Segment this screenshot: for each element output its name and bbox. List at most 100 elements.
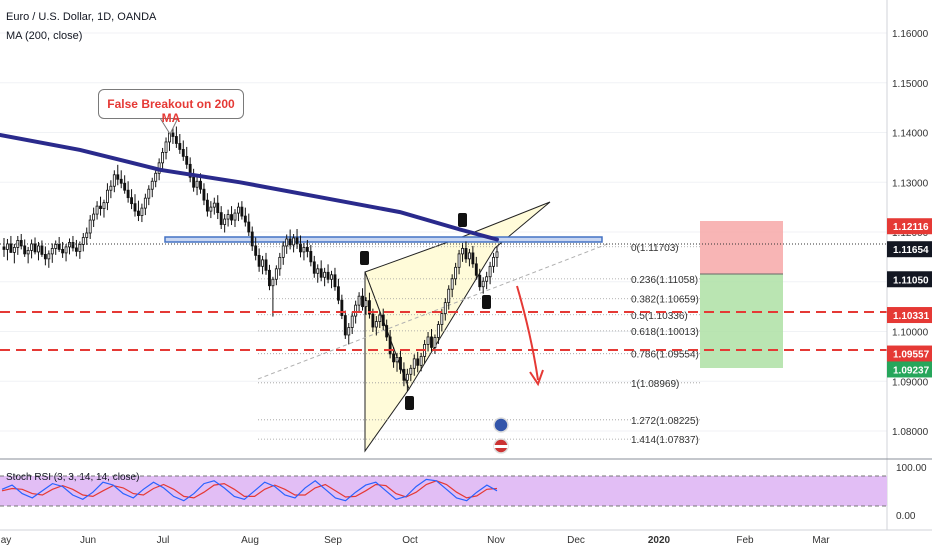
- candle-body: [295, 237, 299, 245]
- fibonacci-retracement: 0(1.11703) 0.236(1.11058) 0.382(1.10659) 0.…: [258, 243, 700, 446]
- rsi-axis: 100.00 0.00: [896, 463, 927, 522]
- candle-body: [109, 185, 113, 191]
- candle-body: [147, 188, 151, 199]
- fib-label: 0.236(1.11058): [631, 275, 698, 286]
- candle-body: [485, 276, 489, 282]
- candle-body: [126, 189, 130, 199]
- price-tag: [887, 345, 932, 362]
- candle-body: [302, 247, 306, 253]
- candle-body: [95, 205, 99, 215]
- candle-body: [19, 240, 23, 247]
- candle-body: [43, 253, 47, 260]
- price-tag-label: 1.09557: [893, 350, 930, 361]
- candle-body: [68, 242, 71, 248]
- fib-label: 0.618(1.10013): [631, 327, 699, 338]
- candle-body: [323, 271, 327, 278]
- candle-body: [488, 265, 492, 278]
- candle-body: [292, 237, 296, 246]
- candle-body: [178, 143, 182, 150]
- fib-label: 1.272(1.08225): [631, 416, 699, 427]
- time-tick-label: Feb: [736, 535, 754, 546]
- candle-body: [261, 259, 265, 267]
- price-tag-label: 1.11050: [893, 275, 929, 286]
- candle-body: [343, 315, 347, 336]
- candle-body: [381, 314, 385, 326]
- candle-body: [278, 256, 282, 270]
- candle-body: [330, 274, 333, 280]
- time-tick-label: Oct: [402, 535, 418, 546]
- fib-label: 0(1.11703): [631, 243, 679, 254]
- candle-body: [188, 163, 192, 178]
- price-tick-label: 1.09000: [892, 377, 929, 388]
- candle-body: [92, 213, 96, 221]
- candle-body: [436, 324, 440, 338]
- price-tag-label: 1.12116: [893, 222, 929, 233]
- callout-text: False Breakout on 200 MA: [107, 97, 235, 125]
- time-tick-label: Jul: [157, 535, 170, 546]
- rsi-band: [0, 476, 887, 506]
- symbol-title[interactable]: Euro / U.S. Dollar, 1D, OANDA: [6, 11, 157, 23]
- candle-body: [299, 243, 302, 253]
- candle-body: [102, 202, 106, 210]
- candle-body: [364, 300, 368, 308]
- candle-body: [130, 197, 133, 205]
- candle-body: [236, 206, 240, 214]
- candle-body: [250, 231, 254, 247]
- ma-indicator-label[interactable]: MA (200, close): [6, 30, 83, 42]
- candle-body: [88, 219, 92, 234]
- candle-body: [240, 206, 244, 217]
- candle-body: [171, 132, 175, 137]
- candle-body: [281, 245, 285, 258]
- fib-label: 0.786(1.09554): [631, 350, 699, 361]
- candle-body: [254, 245, 258, 256]
- candle-body: [26, 250, 30, 255]
- event-flag-icon[interactable]: [493, 417, 509, 454]
- candle-body: [164, 141, 168, 153]
- price-tick-label: 1.10000: [892, 328, 929, 339]
- candle-body: [467, 252, 471, 260]
- candle-body: [209, 206, 213, 212]
- fib-label: 1(1.08969): [631, 379, 679, 390]
- candle-body: [378, 314, 382, 322]
- candle-body: [161, 151, 165, 164]
- candle-body: [50, 248, 54, 255]
- stoch-rsi-k-line: [1, 478, 498, 502]
- candle-body: [230, 214, 233, 221]
- candle-body: [333, 274, 337, 288]
- candle-body: [478, 274, 482, 288]
- candle-body: [492, 256, 495, 267]
- time-tick-label: Aug: [241, 535, 259, 546]
- candle-body: [426, 336, 430, 345]
- stoch-rsi-d-line: [1, 480, 498, 499]
- candle-body: [326, 271, 330, 280]
- candle-body: [78, 244, 82, 252]
- candle-body: [340, 299, 344, 316]
- candle-body: [247, 221, 251, 233]
- candle-body: [405, 373, 409, 381]
- candle-body: [119, 178, 123, 184]
- bearish-arrow: [516, 285, 544, 387]
- candle-body: [116, 174, 120, 180]
- candle-body: [319, 268, 323, 278]
- candle-body: [447, 288, 451, 304]
- candle-body: [202, 188, 206, 201]
- candle-body: [474, 263, 478, 276]
- price-axis-tags: 1.12116 1.11654 1.11050 1.10331 1.09557 1.092…: [887, 218, 932, 378]
- candle-body: [133, 203, 137, 212]
- candle-body: [57, 244, 61, 250]
- price-tag: [887, 271, 932, 288]
- stoch-rsi-label[interactable]: Stoch RSI (3, 3, 14, 14, close): [6, 472, 140, 483]
- time-axis[interactable]: ay Jun Jul Aug Sep Oct Nov Dec 2020 Feb Mar: [1, 535, 831, 546]
- false-breakout-callout[interactable]: False Breakout on 200 MA: [98, 89, 244, 125]
- candle-body: [12, 247, 16, 253]
- candle-body: [112, 174, 116, 187]
- candle-body: [271, 278, 275, 287]
- candle-body: [37, 245, 40, 253]
- time-tick-label: Mar: [812, 535, 830, 546]
- candle-body: [461, 248, 464, 255]
- candle-body: [195, 180, 199, 188]
- wedge-marker-1: [360, 251, 369, 265]
- wedge-marker-4: [405, 396, 414, 410]
- candle-body: [285, 238, 289, 247]
